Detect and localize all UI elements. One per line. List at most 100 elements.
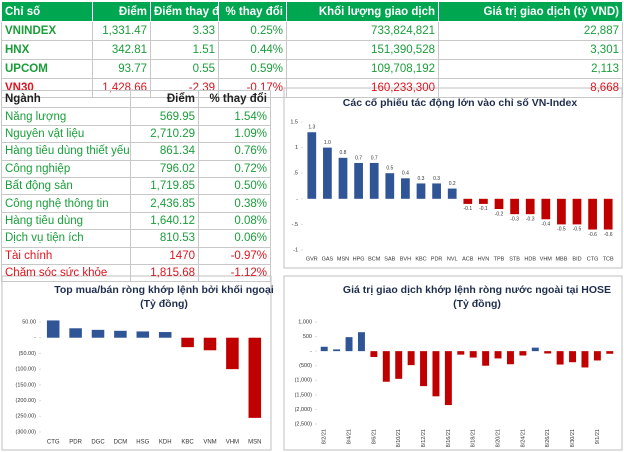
table-cell: 0.59% — [218, 59, 287, 79]
bar — [181, 337, 194, 348]
x-tick-label: NVL — [447, 256, 458, 262]
x-tick-label: MBB — [555, 256, 567, 262]
x-tick-label: PDR — [69, 440, 82, 446]
table-cell: VNINDEX — [1, 21, 93, 41]
y-tick-label: (200.00) — [16, 398, 37, 404]
bar — [407, 351, 415, 366]
data-label: -0.1 — [479, 206, 488, 212]
y-tick-label: (150.00) — [16, 382, 37, 388]
bar — [369, 162, 379, 199]
table-cell: 0.08% — [198, 211, 271, 231]
x-tick-label: 8/24/21 — [520, 429, 526, 447]
table-cell: 0.38% — [198, 194, 271, 213]
x-tick-label: VHM — [226, 440, 239, 446]
table-row: HNX 342.81 1.51 0.44% 151,390,528 3,301 — [1, 40, 623, 60]
table-cell: 0.76% — [198, 142, 271, 161]
bar — [338, 157, 348, 199]
x-tick-label: 9/1/21 — [595, 429, 601, 444]
bar — [447, 188, 457, 199]
x-tick-label: VNM — [203, 440, 216, 446]
table-cell: 160,233,300 — [286, 78, 439, 98]
x-tick-label: 8/12/21 — [421, 429, 427, 447]
bar — [114, 330, 127, 338]
sector-table: Ngành Điểm% thay đổi Năng lượng 569.95 1.54%… — [1, 89, 271, 283]
y-tick-label: - — [310, 349, 312, 355]
data-label: -0.6 — [604, 232, 613, 238]
bar — [382, 351, 390, 382]
x-tick-label: STB — [509, 256, 520, 262]
data-label: 0.4 — [402, 171, 409, 177]
y-tick-label: (100.00) — [16, 367, 37, 373]
table-cell: 1,640.12 — [130, 211, 199, 231]
bar — [494, 351, 502, 359]
table-row: Hàng tiêu dùng thiết yếu 861.34 0.76% — [1, 142, 271, 161]
table-cell: Chỉ số — [1, 1, 93, 22]
x-tick-label: KDH — [159, 440, 172, 446]
table-cell: 8,668 — [438, 78, 623, 98]
table-cell: 1,719.85 — [130, 176, 199, 196]
data-label: 0.7 — [355, 155, 362, 161]
table-row: Ngành Điểm% thay đổi — [1, 89, 271, 109]
bar — [420, 351, 428, 387]
bar — [226, 337, 239, 370]
bar — [593, 351, 601, 361]
bar — [482, 351, 490, 366]
x-tick-label: SAB — [384, 256, 395, 262]
table-row: VN30 1,428.66 -2.39 -0.17% 160,233,300 8,668 — [1, 78, 623, 98]
bar — [203, 337, 217, 351]
table-cell: 1.54% — [198, 107, 271, 126]
bar — [444, 351, 452, 406]
bar — [494, 198, 504, 210]
x-tick-label: 8/4/21 — [346, 429, 352, 444]
x-tick-label: BCM — [368, 256, 381, 262]
y-tick-label: (2,500) — [295, 421, 313, 427]
x-tick-label: PDR — [431, 256, 443, 262]
bar — [572, 198, 582, 225]
bar — [401, 178, 410, 199]
x-tick-label: 8/10/21 — [396, 429, 402, 447]
y-tick-label: 500 — [303, 334, 312, 340]
table-cell: 1.09% — [198, 124, 271, 144]
table-cell: Dịch vụ tiện ích — [1, 229, 131, 248]
data-label: 0.2 — [449, 181, 456, 187]
y-tick-label: (300.00) — [16, 429, 37, 435]
table-cell: 0.50% — [198, 176, 271, 196]
bar — [158, 332, 172, 338]
table-row: Tài chính 1470 -0.97% — [1, 246, 271, 265]
table-row: UPCOM 93.77 0.55 0.59% 109,708,192 2,113 — [1, 59, 623, 79]
chart-title: Giá trị giao dịch khớp lệnh ròng nước ng… — [343, 284, 611, 296]
table-cell: HNX — [1, 40, 93, 60]
table-cell: 3.33 — [150, 21, 219, 41]
y-tick-label: -1 — [293, 247, 298, 253]
table-cell: Hàng tiêu dùng thiết yếu — [1, 142, 131, 161]
bar — [544, 351, 552, 354]
x-tick-label: KBC — [415, 256, 426, 262]
bar — [606, 351, 614, 354]
x-tick-label: 8/20/21 — [495, 429, 501, 447]
bar — [557, 198, 566, 225]
table-cell: Tài chính — [1, 246, 131, 265]
bar — [510, 198, 519, 215]
data-label: 0.8 — [340, 150, 347, 156]
x-tick-label: HVN — [478, 256, 490, 262]
y-tick-label: -.5 — [292, 222, 298, 228]
bar — [333, 349, 341, 352]
x-tick-label: 8/26/21 — [545, 429, 551, 447]
x-tick-label: TPB — [494, 256, 505, 262]
bar — [395, 351, 403, 379]
x-tick-label: 8/18/21 — [471, 429, 477, 447]
bar — [469, 351, 477, 358]
table-cell: 1470 — [130, 246, 199, 265]
table-cell: 1,331.47 — [92, 21, 151, 41]
table-cell: Điểm — [130, 89, 199, 109]
bar — [357, 332, 365, 352]
bar — [479, 198, 488, 204]
table-cell: 733,824,821 — [286, 21, 439, 41]
x-tick-label: VHM — [540, 256, 553, 262]
table-row: Công nghiệp 796.02 0.72% — [1, 159, 271, 178]
table-row: Nguyên vật liệu 2,710.29 1.09% — [1, 124, 271, 144]
table-cell: Năng lượng — [1, 107, 131, 126]
